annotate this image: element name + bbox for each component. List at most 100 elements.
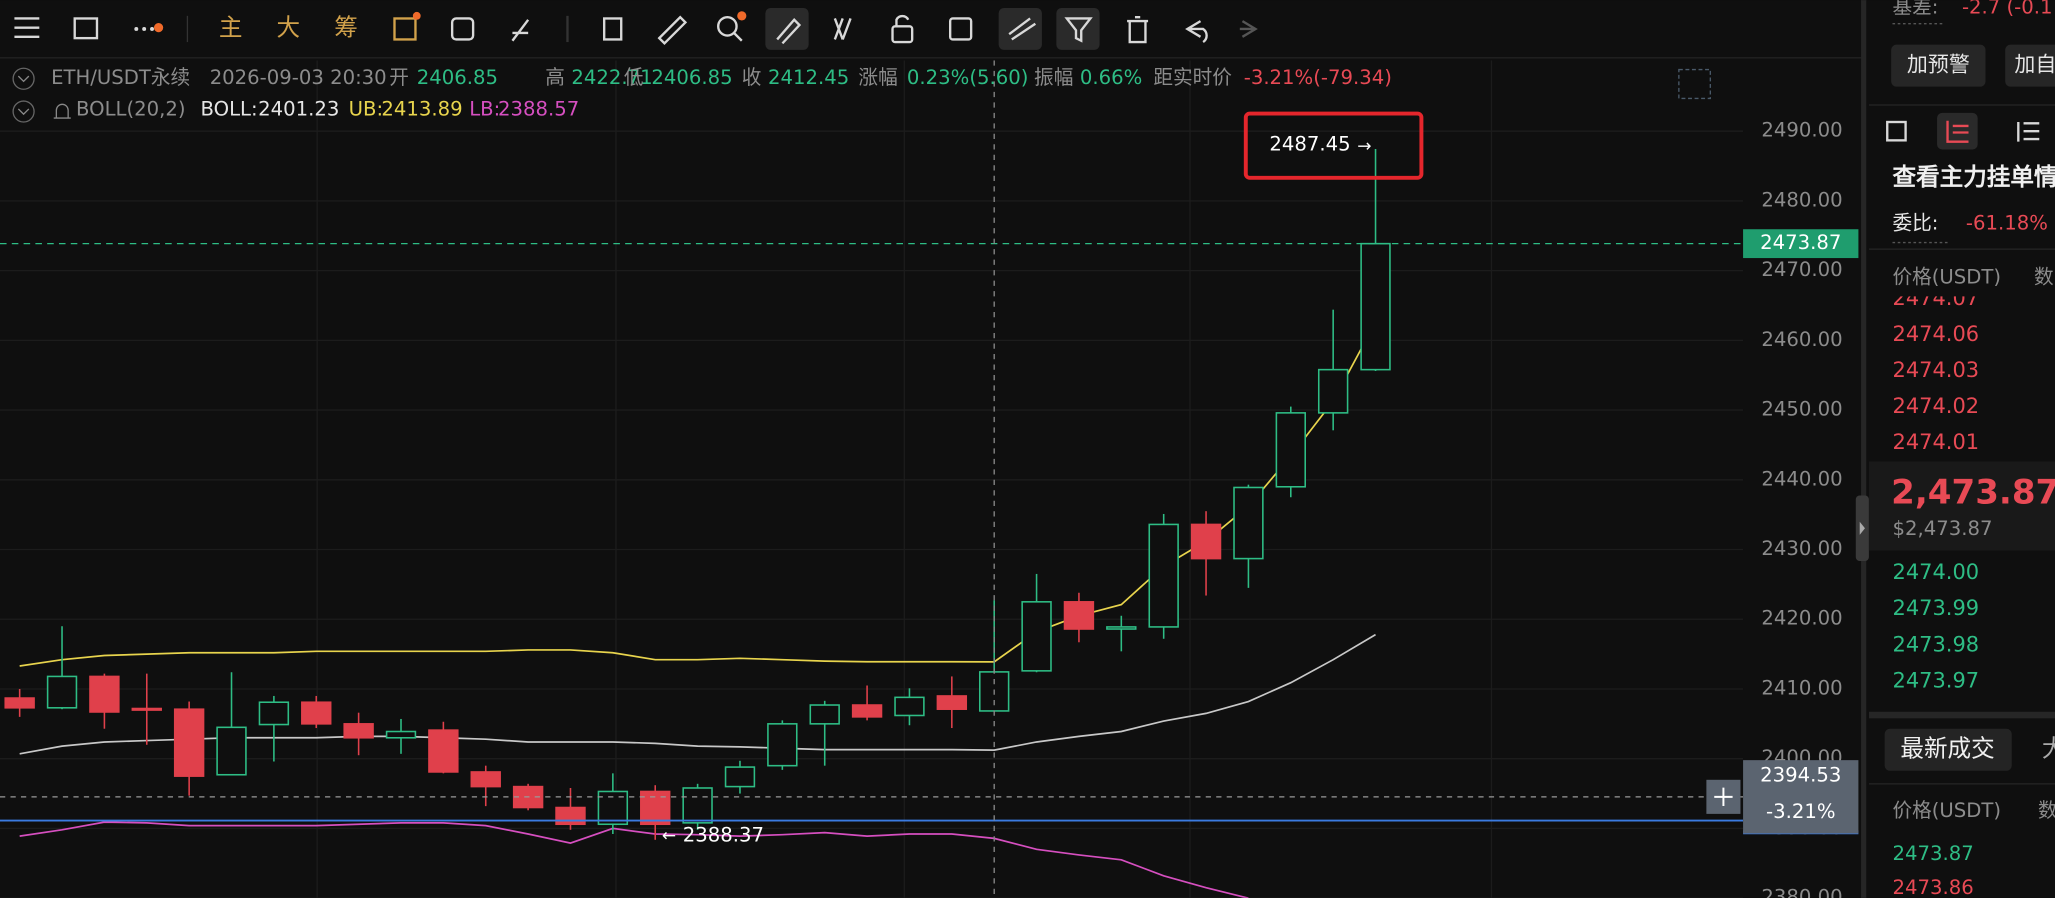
redo-icon[interactable]: [1239, 20, 1258, 38]
layout-icon[interactable]: [73, 17, 99, 40]
y-tick-label: 2430.00: [1761, 537, 1842, 560]
candle-body: [1275, 412, 1306, 488]
tool-icons[interactable]: [1008, 7, 1208, 50]
collapse-icon[interactable]: [12, 100, 35, 123]
y-tick-label: 2480.00: [1761, 188, 1842, 211]
alert-button-label[interactable]: 加预警: [1907, 53, 1970, 77]
high-value: 2422.71: [571, 66, 652, 89]
candle-body: [173, 708, 205, 777]
candle-body: [385, 730, 417, 739]
watch-button[interactable]: [2005, 44, 2055, 87]
time: 2026-09-03 20:30: [210, 66, 387, 89]
candle-body: [936, 695, 968, 710]
candle-body: [89, 675, 120, 713]
trades-tab2-label[interactable]: 大: [2042, 734, 2055, 762]
candle-body: [1148, 523, 1179, 628]
last-price: 2,473.87: [1891, 473, 2055, 513]
high-marker-highlight: [1243, 111, 1424, 180]
ask-price: 2474.07: [1892, 286, 1979, 310]
ub-value: 2413.89: [381, 98, 462, 121]
basis-value: -2.7 (-0.1: [1962, 0, 2053, 18]
high-marker: 2487.45: [1269, 133, 1350, 156]
bid-price: 2473.98: [1892, 632, 1979, 656]
candle-body: [216, 726, 247, 776]
distance-label: 距实时价: [1153, 66, 1232, 89]
candle-body: [343, 723, 374, 739]
bid-price: 2473.97: [1892, 669, 1979, 693]
big-button[interactable]: 大: [277, 13, 301, 41]
symbol: ETH/USDT永续: [51, 66, 190, 89]
candle-body: [894, 696, 925, 717]
main-button[interactable]: 主: [219, 13, 243, 41]
ratio-label: 委比:: [1892, 212, 1938, 235]
candle-body: [809, 704, 840, 725]
trades-tab[interactable]: [1884, 728, 2012, 771]
tool-icons[interactable]: [450, 15, 743, 46]
tool-icons[interactable]: [393, 11, 421, 41]
y-tick-label: 2450.00: [1761, 398, 1842, 421]
candle-body: [682, 787, 713, 824]
high-label: 高: [545, 66, 565, 89]
legend: ETH/USDT永续 2026-09-03 20:30 开 2406.85 高 …: [12, 66, 1711, 123]
bid-price: 2473.99: [1892, 596, 1979, 620]
menu-icon[interactable]: [14, 17, 40, 39]
low-label: 低: [624, 66, 644, 89]
candle-body: [767, 723, 798, 767]
trade-price: 2473.86: [1892, 876, 1973, 898]
y-tick-label: 2380.00: [1761, 886, 1842, 898]
tool-icons[interactable]: [776, 14, 973, 45]
boll-lb: [19, 821, 1249, 898]
lb-label: LB:: [469, 98, 500, 121]
candle-body: [1233, 486, 1264, 560]
ask-price: 2474.02: [1892, 394, 1979, 418]
alert-button[interactable]: [1891, 44, 1986, 87]
trade-price: 2473.87: [1892, 842, 1973, 865]
chevron: [17, 108, 30, 116]
bids: 2474.00 2473.99 2473.98 2473.97 2473.96: [1892, 560, 1979, 729]
bid-price: 2474.00: [1892, 560, 1979, 584]
heading: 查看主力挂单情: [1892, 163, 2055, 191]
indicator-name: BOLL(20,2): [76, 98, 186, 121]
candle-body: [258, 701, 290, 726]
crosshair-change: -3.21%: [1766, 800, 1835, 823]
book-price-header: 价格(USDT): [1892, 265, 2001, 288]
ask-price: 2474.03: [1892, 358, 1979, 382]
y-tick-label: 2440.00: [1761, 467, 1842, 490]
trades-tab-label[interactable]: 最新成交: [1900, 734, 1994, 762]
order-panel: 基差: -2.7 (-0.1 加预警 加自 查看主力挂单情 委比: -61.18…: [1868, 0, 2055, 898]
mid-value: 2401.23: [258, 98, 339, 121]
high-marker-arrow: →: [1357, 136, 1371, 156]
bell-icon[interactable]: [53, 103, 71, 119]
active-tool[interactable]: [998, 7, 1042, 50]
candle-body: [555, 806, 586, 826]
crosshair-box: [1743, 760, 1859, 834]
y-tick-label: 2420.00: [1761, 607, 1842, 630]
crosshair-price: 2394.53: [1760, 763, 1841, 786]
watch-button-label[interactable]: 加自: [2014, 53, 2055, 77]
y-tick-label: 2490.00: [1761, 119, 1842, 142]
collapse-icon[interactable]: [12, 67, 35, 90]
panel-icons[interactable]: [1886, 112, 2040, 150]
chips-button[interactable]: 筹: [334, 13, 358, 41]
candle-body: [724, 766, 756, 788]
book-qty-header: 数: [2034, 265, 2054, 288]
low-marker-arrow: ←: [662, 826, 676, 846]
more-icon[interactable]: [134, 23, 164, 33]
change-label: 涨幅: [858, 66, 897, 89]
low-value: 2406.85: [651, 66, 732, 89]
candle-body: [851, 704, 883, 718]
y-tick-label: 2410.00: [1761, 676, 1842, 699]
asks: 2474.07 2474.06 2474.03 2474.02 2474.01: [1892, 286, 1979, 454]
basis-label: 基差:: [1892, 0, 1938, 18]
candle-body: [1021, 601, 1052, 672]
chevron: [17, 75, 30, 83]
candle-body: [4, 697, 35, 709]
fullscreen-icon[interactable]: [1678, 68, 1711, 100]
last-price-box: [1743, 229, 1859, 259]
candle-body: [1190, 523, 1222, 560]
bid-price: 2473.96: [1892, 705, 1979, 729]
change-value: 0.23%(5.60): [907, 66, 1028, 89]
